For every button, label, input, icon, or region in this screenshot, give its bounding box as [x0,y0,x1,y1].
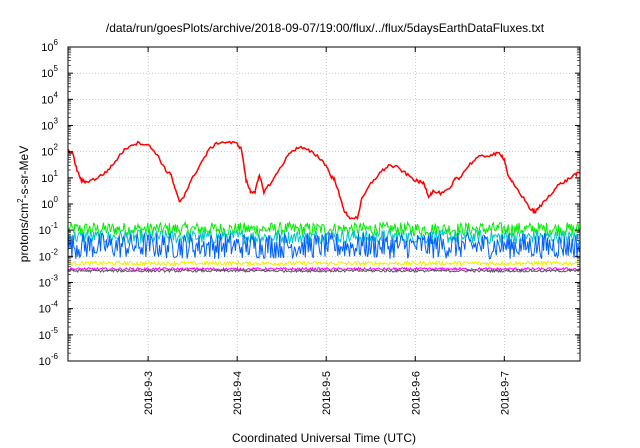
y-tick-exp: -4 [51,300,59,309]
y-tick-exp: -2 [51,247,59,256]
y-tick-base: 10 [41,147,53,159]
y-tick-label: 101 [41,169,58,185]
grid [68,46,580,362]
y-tick-exp: -1 [51,221,59,230]
y-tick-base: 10 [41,199,53,211]
flux-series-line [67,220,581,238]
y-tick-exp: 6 [54,38,59,47]
y-tick-base: 10 [41,42,53,54]
y-tick-exp: 3 [54,117,59,126]
y-tick-base: 10 [39,356,51,368]
y-tick-base: 10 [41,94,53,106]
x-tick-label: 2018-9-7 [499,371,511,415]
y-ticks: 10-610-510-410-310-210-11001011021031041… [39,38,580,368]
y-axis-label-sup: 2 [16,198,25,203]
y-tick-label: 10-4 [39,300,59,316]
y-tick-label: 102 [41,143,58,159]
y-tick-exp: 4 [54,90,59,99]
flux-series-line [67,268,581,274]
y-tick-label: 10-2 [39,247,59,263]
y-tick-label: 10-1 [39,221,59,237]
x-ticks: 2018-9-3 2018-9-4 2018-9-5 2018-9-6 2018-9-7 [143,47,511,415]
flux-series-line-main [67,140,581,221]
x-tick-label: 2018-9-3 [143,371,155,415]
y-tick-label: 106 [41,38,58,54]
y-tick-exp: 1 [54,169,59,178]
y-tick-exp: 5 [54,64,59,73]
y-tick-label: 103 [41,117,58,133]
y-tick-label: 10-3 [39,274,59,290]
flux-series-line [67,259,581,268]
y-tick-exp: -5 [51,326,59,335]
y-axis-label-base: protons/cm [17,203,31,262]
y-tick-base: 10 [39,278,51,290]
chart-title: /data/run/goesPlots/archive/2018-09-07/1… [106,21,545,35]
x-tick-label: 2018-9-4 [232,371,244,415]
y-tick-exp: -6 [51,352,59,361]
y-tick-base: 10 [41,121,53,133]
y-tick-base: 10 [39,330,51,342]
y-tick-exp: 0 [54,195,59,204]
y-tick-base: 10 [39,304,51,316]
y-tick-base: 10 [39,225,51,237]
y-tick-label: 10-6 [39,352,59,368]
y-axis-label: protons/cm2-s-sr-MeV [16,146,31,262]
y-tick-base: 10 [41,68,53,80]
y-tick-label: 104 [41,90,58,106]
y-tick-label: 100 [41,195,58,211]
flux-series-line [67,266,581,272]
y-tick-exp: 2 [54,143,59,152]
y-tick-base: 10 [39,251,51,263]
x-tick-label: 2018-9-6 [410,371,422,415]
y-tick-exp: -3 [51,274,59,283]
y-tick-base: 10 [41,173,53,185]
x-tick-label: 2018-9-5 [321,371,333,415]
x-axis-label: Coordinated Universal Time (UTC) [232,431,416,445]
y-tick-label: 10-5 [39,326,59,342]
y-axis-label-rest: -s-sr-MeV [17,146,31,199]
y-tick-label: 105 [41,64,58,80]
flux-series-line [67,231,581,260]
series-group [67,140,581,274]
